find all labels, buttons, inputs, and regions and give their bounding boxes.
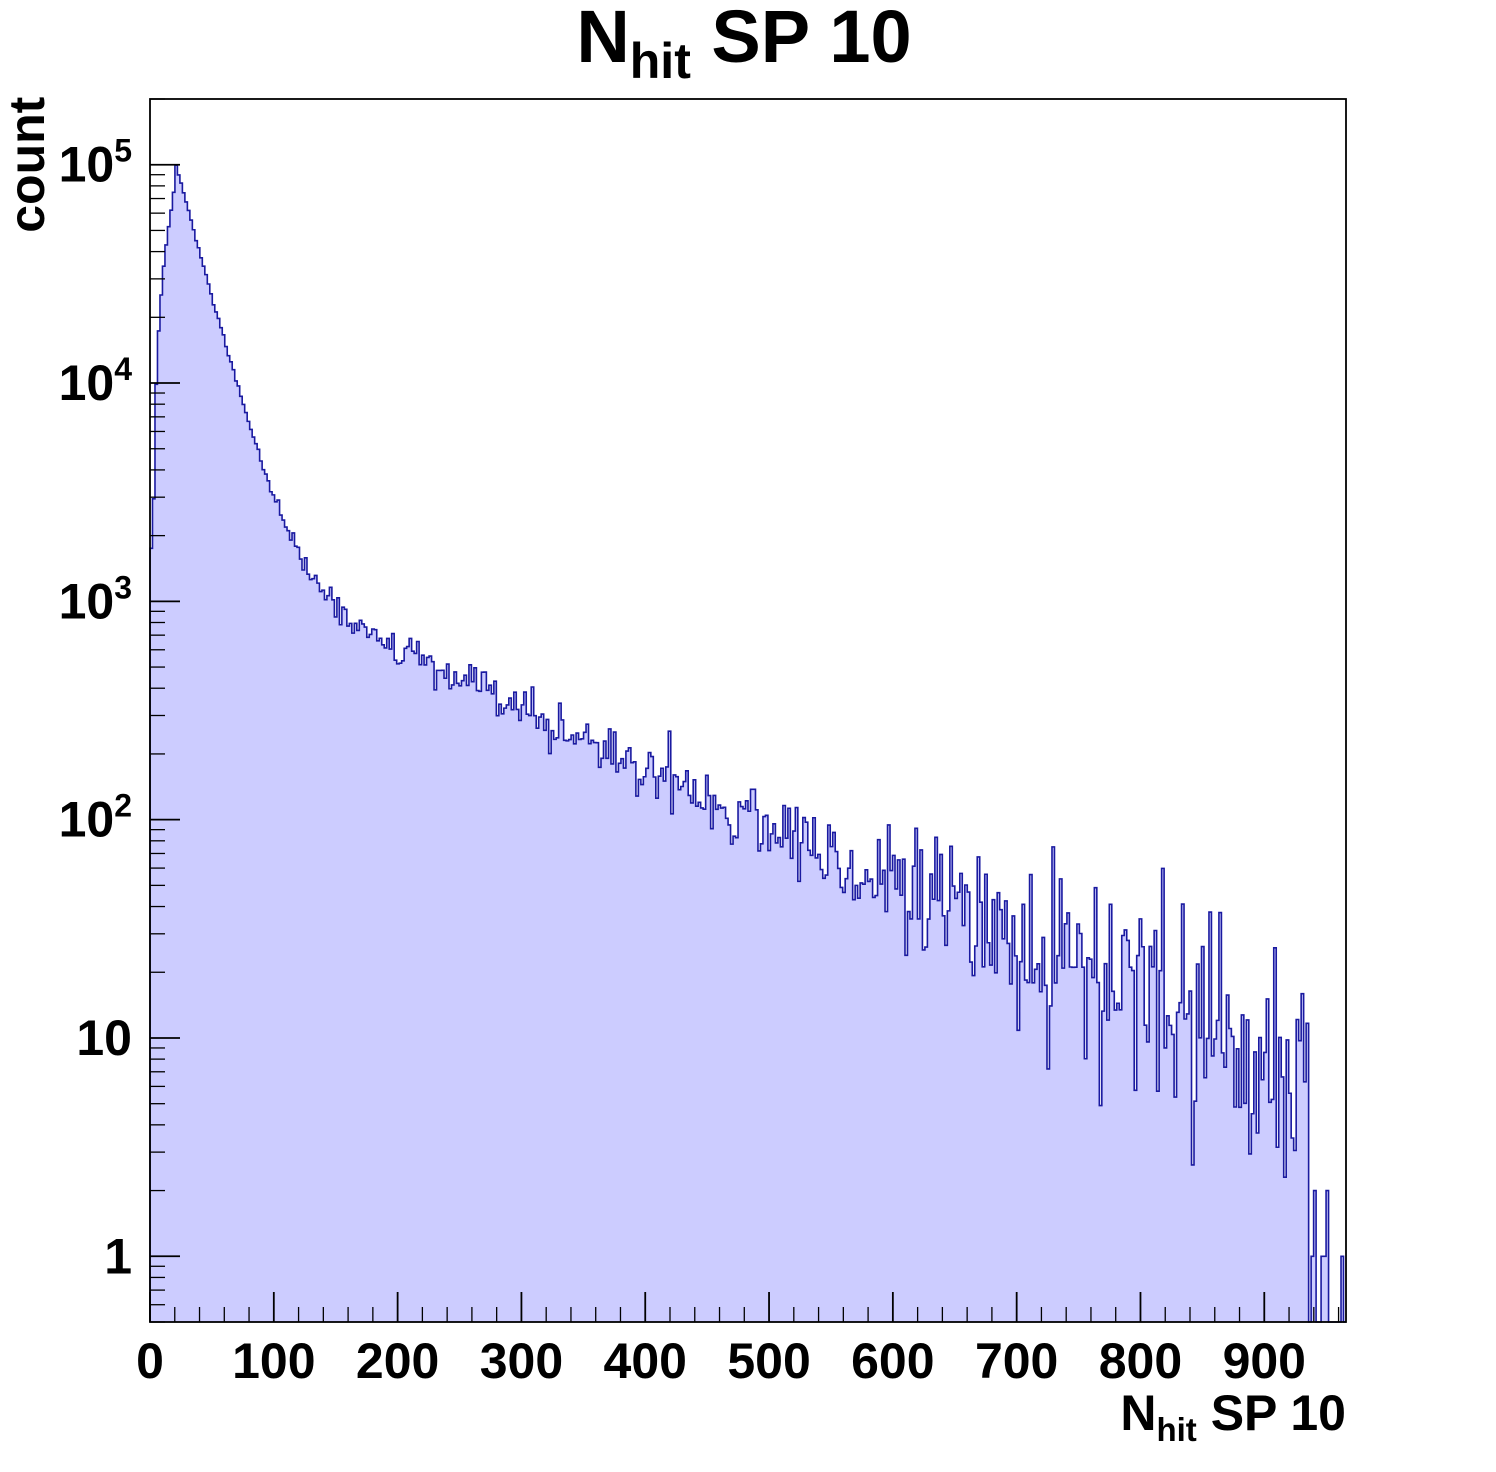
svg-text:300: 300 [480, 1333, 563, 1389]
svg-text:count: count [0, 96, 55, 232]
svg-text:800: 800 [1099, 1333, 1182, 1389]
svg-text:600: 600 [851, 1333, 934, 1389]
svg-text:1: 1 [104, 1228, 132, 1284]
svg-text:104: 104 [59, 351, 133, 411]
svg-text:500: 500 [727, 1333, 810, 1389]
svg-text:900: 900 [1223, 1333, 1306, 1389]
svg-text:10: 10 [76, 1010, 132, 1066]
svg-text:103: 103 [59, 569, 132, 629]
svg-text:700: 700 [975, 1333, 1058, 1389]
svg-text:102: 102 [59, 788, 132, 848]
svg-text:200: 200 [356, 1333, 439, 1389]
svg-text:105: 105 [59, 133, 132, 193]
svg-text:Nhit SP 10: Nhit SP 10 [576, 0, 911, 89]
svg-text:0: 0 [136, 1333, 164, 1389]
svg-text:100: 100 [232, 1333, 315, 1389]
svg-text:400: 400 [604, 1333, 687, 1389]
svg-text:Nhit SP 10: Nhit SP 10 [1120, 1385, 1346, 1448]
